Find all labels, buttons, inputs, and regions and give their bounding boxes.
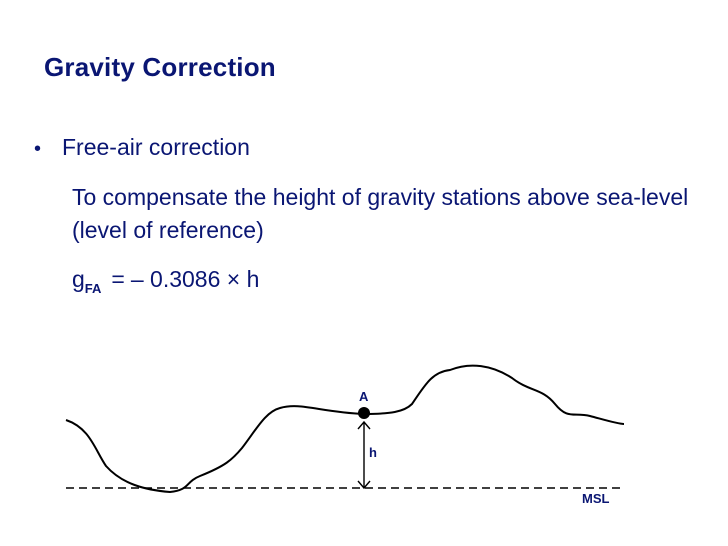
formula-rhs: – 0.3086 × h — [130, 266, 260, 292]
height-arrow-bottom-head — [357, 480, 371, 490]
height-arrow-top-head — [357, 420, 371, 430]
formula: gFA = – 0.3086 × h — [72, 266, 260, 296]
terrain-profile-line — [65, 364, 625, 494]
bullet-item: • Free-air correction — [34, 134, 250, 161]
formula-equals: = — [111, 266, 125, 292]
station-label: A — [359, 389, 369, 404]
station-point — [358, 407, 370, 419]
description-text: To compensate the height of gravity stat… — [72, 184, 689, 243]
slide-title: Gravity Correction — [44, 52, 276, 82]
bullet-marker: • — [34, 138, 42, 160]
sea-level-label: MSL — [582, 491, 610, 506]
formula-symbol: g — [72, 266, 85, 292]
bullet-text: Free-air correction — [62, 134, 250, 160]
formula-subscript: FA — [84, 281, 102, 296]
height-label: h — [369, 445, 377, 460]
